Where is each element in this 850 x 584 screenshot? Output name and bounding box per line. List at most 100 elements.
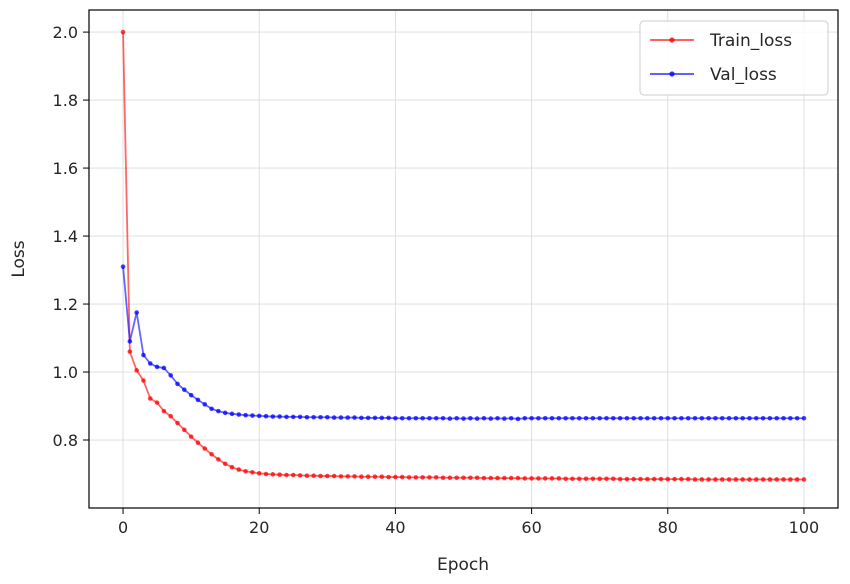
data-point-val-loss (120, 264, 126, 269)
data-point-train-loss (624, 476, 630, 482)
data-point-val-loss (202, 402, 208, 407)
y-axis-label: Loss (9, 240, 29, 277)
data-point-train-loss (433, 475, 439, 480)
data-point-train-loss (134, 368, 139, 373)
legend-train-marker (669, 37, 675, 43)
data-point-val-loss (338, 415, 344, 420)
data-point-train-loss (461, 475, 466, 481)
data-point-train-loss (447, 475, 453, 481)
data-point-train-loss (733, 477, 739, 482)
data-point-train-loss (611, 476, 616, 482)
data-point-train-loss (488, 475, 494, 481)
y-tick-label: 0.8 (53, 431, 78, 450)
data-point-train-loss (284, 472, 289, 478)
data-point-val-loss (365, 415, 371, 421)
data-point-val-loss (481, 415, 487, 421)
data-point-train-loss (515, 475, 521, 481)
data-point-train-loss (256, 471, 262, 476)
y-tick-label: 1.4 (53, 227, 78, 246)
data-point-val-loss (263, 413, 269, 419)
data-point-train-loss (202, 446, 208, 451)
data-point-val-loss (522, 415, 528, 421)
data-point-val-loss (536, 415, 541, 421)
data-point-train-loss (331, 473, 337, 479)
data-point-train-loss (563, 476, 568, 482)
data-point-train-loss (311, 473, 317, 479)
data-point-train-loss (617, 476, 623, 482)
data-point-train-loss (495, 475, 500, 481)
data-point-train-loss (556, 476, 562, 481)
data-point-train-loss (679, 476, 684, 482)
data-point-val-loss (767, 415, 773, 421)
data-point-train-loss (583, 476, 589, 482)
data-point-val-loss (195, 397, 201, 403)
data-point-val-loss (256, 413, 262, 419)
data-point-train-loss (801, 477, 807, 482)
data-point-val-loss (529, 415, 534, 421)
data-point-val-loss (427, 415, 432, 421)
data-point-train-loss (590, 476, 596, 482)
data-point-val-loss (318, 414, 323, 420)
data-point-val-loss (379, 415, 385, 421)
data-point-val-loss (243, 412, 248, 418)
data-point-val-loss (331, 415, 337, 420)
data-point-val-loss (454, 415, 459, 421)
data-point-val-loss (760, 415, 766, 421)
data-point-val-loss (665, 415, 671, 421)
data-point-val-loss (685, 415, 691, 421)
data-point-train-loss (794, 477, 800, 482)
data-point-train-loss (188, 434, 194, 439)
data-point-val-loss (576, 415, 582, 421)
data-point-val-loss (706, 415, 711, 421)
data-point-train-loss (481, 475, 487, 481)
data-point-train-loss (420, 475, 425, 480)
data-point-train-loss (658, 476, 664, 482)
data-point-val-loss (127, 339, 133, 344)
y-tick-label: 1.2 (53, 295, 78, 314)
data-point-train-loss (325, 473, 330, 479)
data-point-train-loss (399, 474, 405, 480)
data-point-train-loss (576, 476, 582, 482)
data-point-val-loss (270, 414, 276, 419)
legend: Train_loss Val_loss (639, 20, 829, 96)
data-point-val-loss (556, 415, 562, 421)
data-point-val-loss (733, 415, 739, 421)
data-point-val-loss (801, 415, 807, 421)
legend-train-label: Train_loss (709, 31, 792, 51)
data-point-train-loss (536, 476, 541, 481)
data-point-train-loss (713, 477, 718, 482)
data-point-val-loss (495, 415, 500, 421)
data-point-val-loss (502, 416, 507, 421)
data-point-val-loss (719, 415, 725, 421)
data-point-val-loss (216, 408, 221, 414)
data-point-val-loss (617, 415, 623, 421)
x-tick-label: 20 (249, 518, 269, 537)
data-point-train-loss (631, 476, 637, 482)
x-tick-label: 0 (118, 518, 128, 537)
data-point-train-loss (168, 413, 174, 419)
data-point-train-loss (120, 29, 126, 35)
data-point-train-loss (747, 477, 752, 482)
data-point-val-loss (222, 410, 228, 416)
grid-lines (89, 10, 838, 508)
data-point-val-loss (753, 415, 759, 421)
data-point-val-loss (311, 414, 317, 420)
data-point-val-loss (399, 415, 405, 421)
data-point-train-loss (726, 477, 732, 482)
data-point-val-loss (563, 415, 568, 421)
data-point-train-loss (413, 475, 419, 480)
data-point-val-loss (209, 406, 214, 412)
data-point-train-loss (549, 476, 555, 481)
data-point-train-loss (250, 470, 255, 475)
x-tick-label: 40 (385, 518, 405, 537)
data-point-val-loss (386, 415, 391, 421)
y-tick-label: 1.6 (53, 159, 78, 178)
data-point-val-loss (236, 412, 242, 417)
data-point-train-loss (236, 467, 242, 472)
data-point-train-loss (243, 468, 248, 474)
data-point-train-loss (740, 477, 745, 482)
data-point-train-loss (345, 474, 351, 479)
x-tick-label: 80 (658, 518, 678, 537)
data-point-train-loss (454, 475, 459, 481)
data-point-val-loss (345, 415, 351, 420)
